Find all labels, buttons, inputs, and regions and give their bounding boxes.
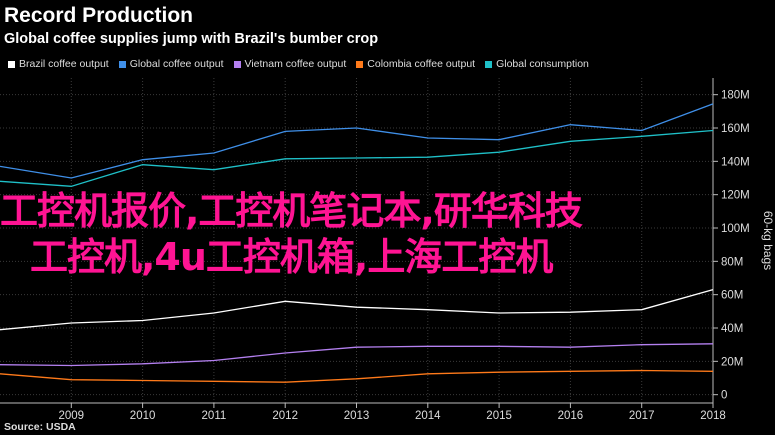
y-tick-label: 140M xyxy=(721,156,750,168)
legend-swatch xyxy=(485,60,493,68)
watermark-text-line-1: 工控机报价,工控机笔记本,研华科技 xyxy=(0,189,583,233)
legend-label: Colombia coffee output xyxy=(367,58,476,70)
series-line-4 xyxy=(0,129,714,187)
y-tick-label: 60M xyxy=(721,290,743,302)
legend-item: Vietnam coffee output xyxy=(233,58,347,70)
legend-item: Brazil coffee output xyxy=(8,58,109,70)
x-tick-label: 2017 xyxy=(629,410,655,422)
series-line-1 xyxy=(0,103,714,179)
source-note: Source: USDA xyxy=(4,421,76,433)
y-tick-label: 160M xyxy=(721,123,750,135)
y-tick-label: 100M xyxy=(721,223,750,235)
legend-swatch xyxy=(356,60,364,68)
series-line-2 xyxy=(0,343,714,367)
series-line-3 xyxy=(0,369,714,383)
x-tick-label: 2013 xyxy=(344,410,370,422)
y-tick-label: 0 xyxy=(721,390,727,402)
chart-subtitle: Global coffee supplies jump with Brazil'… xyxy=(4,31,379,47)
y-tick-label: 80M xyxy=(721,256,743,268)
x-tick-label: 2011 xyxy=(202,410,227,422)
watermark-text-line-2: 工控机,4u工控机箱,上海工控机 xyxy=(30,235,553,279)
legend-label: Brazil coffee output xyxy=(19,58,109,70)
legend-label: Global coffee output xyxy=(129,58,224,70)
legend: Brazil coffee output Global coffee output… xyxy=(8,58,589,70)
legend-label: Global consumption xyxy=(496,58,589,70)
y-tick-label: 20M xyxy=(721,356,743,368)
x-tick-label: 2018 xyxy=(700,410,726,422)
legend-item: Global coffee output xyxy=(118,58,224,70)
chart-title: Record Production xyxy=(4,4,194,27)
x-tick-label: 2012 xyxy=(272,410,298,422)
legend-swatch xyxy=(8,60,15,68)
x-tick-label: 2010 xyxy=(130,410,156,422)
y-tick-label: 120M xyxy=(721,190,750,202)
x-tick-label: 2015 xyxy=(486,410,512,422)
y-tick-label: 40M xyxy=(721,323,743,335)
x-tick-label: 2009 xyxy=(59,410,85,422)
legend-item: Colombia coffee output xyxy=(356,58,475,70)
x-tick-label: 2016 xyxy=(558,410,584,422)
y-tick-label: 180M xyxy=(721,90,750,102)
legend-item: Global consumption xyxy=(485,58,589,70)
legend-swatch xyxy=(118,60,126,68)
y-axis-label: 60-kg bags xyxy=(761,211,775,270)
x-tick-label: 2014 xyxy=(415,410,441,422)
series-line-0 xyxy=(0,289,714,331)
legend-swatch xyxy=(233,60,241,68)
legend-label: Vietnam coffee output xyxy=(244,58,347,70)
